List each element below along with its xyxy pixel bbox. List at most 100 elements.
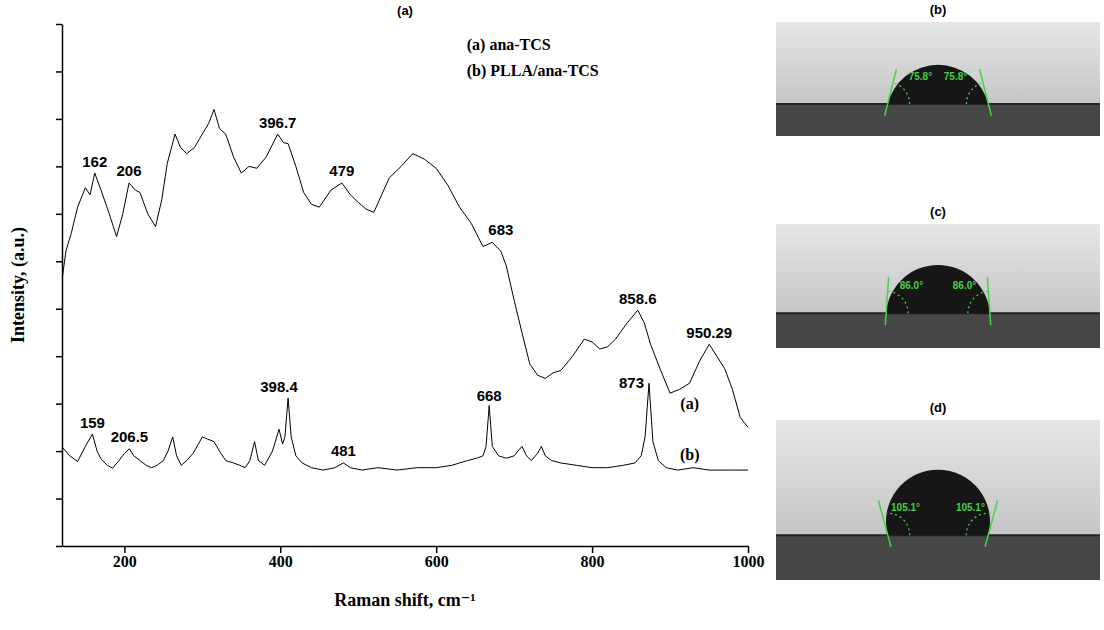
angle-arc: [888, 291, 908, 313]
y-tick: [56, 71, 62, 72]
y-tick-mark: [56, 24, 62, 26]
x-tick-mark: [436, 546, 438, 553]
angle-arc: [966, 513, 994, 535]
y-tick-mark: [56, 119, 62, 121]
peak-label: 873: [619, 374, 644, 391]
y-tick-mark: [56, 71, 62, 73]
panel-title: (c): [930, 204, 946, 219]
droplet: [886, 470, 990, 536]
x-tick-label: 600: [425, 553, 449, 570]
y-tick: [56, 451, 62, 452]
contact-angle-panel: (c) 86.0° 86.0°: [776, 204, 1100, 348]
x-tick-mark: [748, 546, 750, 553]
x-axis: 200 400 600 800 1000: [63, 546, 765, 570]
substrate: [776, 313, 1100, 348]
legend-tag: (a): [467, 36, 486, 54]
y-tick: [56, 166, 62, 167]
spectrum-line: [62, 383, 748, 470]
substrate: [776, 104, 1100, 136]
series-tag: (a): [680, 395, 699, 413]
y-tick-mark: [56, 356, 62, 358]
x-tick-label: 800: [581, 553, 605, 570]
x-tick-mark: [124, 546, 126, 553]
peak-label: 858.6: [619, 290, 657, 307]
x-tick-label: 200: [113, 553, 137, 570]
peak-label: 683: [488, 221, 513, 238]
y-tick-mark: [56, 451, 62, 453]
photo-background: [776, 420, 1100, 580]
angle-arc: [882, 513, 910, 535]
contact-angle-panel: (b) 75.8° 75.8°: [776, 2, 1100, 136]
peak-label: 162: [82, 153, 107, 170]
contact-angle-panel: (d) 105.1° 105.1°: [776, 400, 1100, 580]
x-axis-title: Raman shift, cm⁻¹: [334, 590, 475, 610]
y-tick: [56, 356, 62, 357]
angle-label: 86.0°: [900, 280, 923, 291]
angle-label: 75.8°: [944, 71, 967, 82]
peak-label: 396.7: [259, 114, 297, 131]
legend-label: ana-TCS: [489, 36, 550, 53]
x-tick-mark: [592, 546, 594, 553]
y-tick-mark: [56, 546, 62, 548]
y-axis-title: Intensity, (a.u.): [8, 227, 29, 343]
angle-arc: [968, 291, 988, 313]
droplet: [886, 265, 990, 313]
y-tick-mark: [56, 308, 62, 310]
tangent-line: [878, 500, 891, 546]
x-tick-label: 1000: [733, 553, 765, 570]
y-tick-mark: [56, 403, 62, 405]
y-tick-mark: [56, 498, 62, 500]
angle-label: 75.8°: [909, 71, 932, 82]
peak-label: 479: [329, 162, 354, 179]
y-tick-mark: [56, 214, 62, 216]
x-axis-line: [63, 546, 749, 548]
angle-label: 86.0°: [953, 280, 976, 291]
y-axis-line: [62, 25, 64, 547]
photo-background: [776, 22, 1100, 136]
tangent-line: [987, 277, 990, 325]
spectrum-line: [62, 109, 748, 427]
legend-label: PLLA/ana-TCS: [490, 62, 599, 79]
substrate: [776, 535, 1100, 580]
photo-background: [776, 224, 1100, 348]
peak-label: 206: [117, 162, 142, 179]
y-tick: [56, 309, 62, 310]
tangent-line: [980, 69, 992, 116]
y-tick-mark: [56, 261, 62, 263]
y-tick: [56, 499, 62, 500]
tangent-line: [885, 69, 897, 116]
y-tick: [56, 546, 62, 547]
peak-label: 668: [477, 387, 502, 404]
tangent-line: [985, 500, 998, 546]
plot-area: [62, 109, 748, 470]
x-tick-label: 400: [269, 553, 293, 570]
legend-entry: (a) ana-TCS: [467, 36, 551, 54]
panel-title: (a): [397, 3, 413, 18]
peak-label: 159: [80, 414, 105, 431]
x-tick: 1000: [733, 546, 765, 570]
legend-entry: (b) PLLA/ana-TCS: [467, 62, 599, 80]
y-tick-mark: [56, 166, 62, 168]
y-tick: [56, 24, 62, 25]
panel-title: (b): [930, 2, 947, 17]
x-tick: 600: [425, 546, 449, 570]
peak-label: 950.29: [686, 324, 732, 341]
y-axis: [56, 25, 63, 547]
droplet: [888, 65, 989, 104]
angle-label: 105.1°: [891, 502, 920, 513]
peak-label: 206.5: [111, 428, 149, 445]
x-tick: 400: [269, 546, 293, 570]
tangent-line: [885, 277, 888, 325]
legend-tag: (b): [467, 62, 487, 80]
angle-arc: [893, 83, 910, 104]
panel-title: (d): [930, 400, 947, 415]
legend: (a) ana-TCS(b) PLLA/ana-TCS: [467, 36, 599, 80]
y-tick: [56, 261, 62, 262]
y-tick: [56, 214, 62, 215]
x-tick: 800: [581, 546, 605, 570]
peak-label: 481: [331, 442, 356, 459]
y-tick: [56, 119, 62, 120]
y-tick: [56, 404, 62, 405]
angle-label: 105.1°: [956, 502, 985, 513]
x-tick: 200: [113, 546, 137, 570]
